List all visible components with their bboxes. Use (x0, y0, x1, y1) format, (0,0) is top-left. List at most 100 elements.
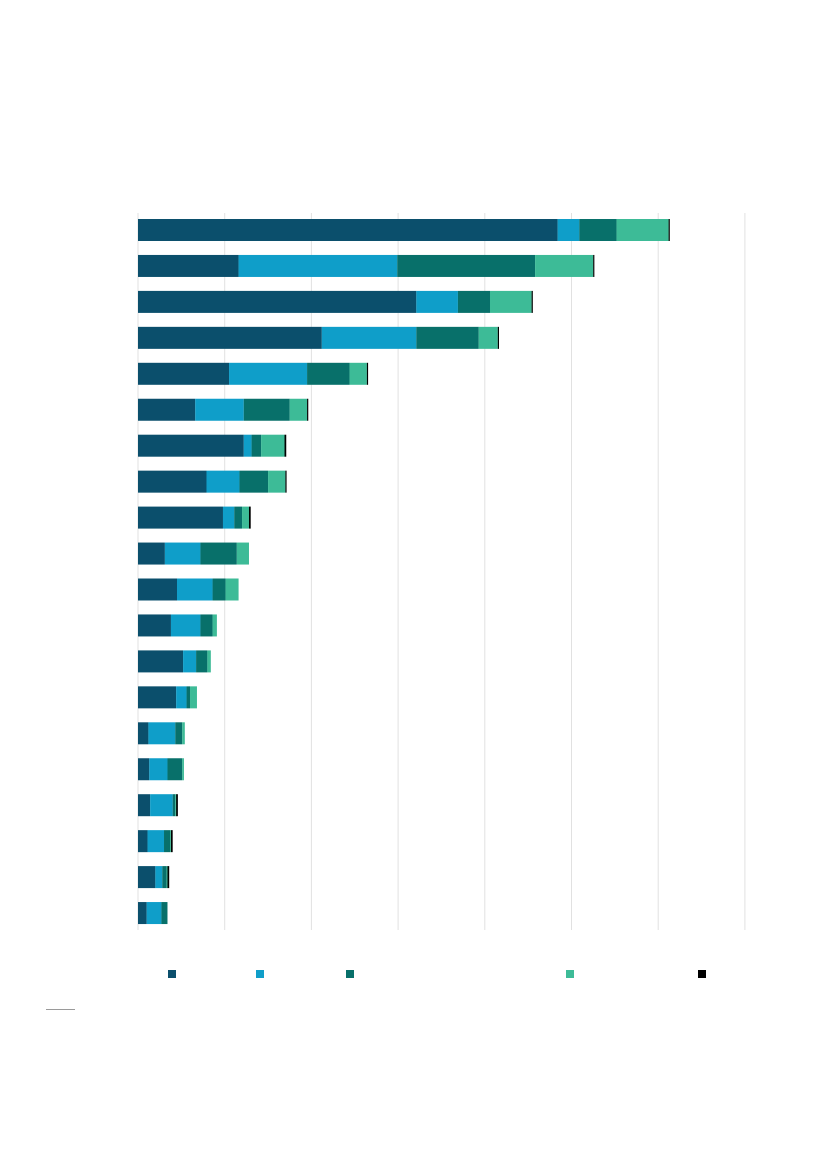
bar-row-5-segment-1 (138, 362, 230, 385)
bar-row-5-segment-4 (349, 362, 367, 385)
bar-row-2-segment-1 (138, 254, 239, 277)
bar-row-1-segment-3 (579, 219, 617, 241)
bar-row-16 (138, 758, 184, 781)
bar-row-20-segment-3 (161, 902, 168, 925)
bar-row-4-segment-2 (321, 326, 417, 349)
bar-row-7-segment-3 (251, 434, 262, 457)
bar-row-18-segment-3 (164, 830, 171, 853)
bar-row-1-segment-5 (668, 219, 670, 241)
bar-row-5-segment-3 (307, 362, 350, 385)
bar-row-18 (138, 830, 173, 853)
bar-row-13-segment-4 (207, 650, 211, 673)
legend-swatch-5 (698, 970, 706, 978)
bar-row-5 (138, 362, 369, 385)
legend (168, 970, 706, 978)
bar-row-1 (138, 219, 670, 241)
bar-row-14-segment-2 (176, 686, 187, 709)
bar-row-7 (138, 434, 287, 457)
bar-row-16-segment-4 (182, 758, 184, 781)
gridlines (137, 213, 746, 930)
bar-row-2-segment-2 (238, 254, 398, 277)
bar-row-15-segment-2 (148, 722, 176, 745)
bar-row-5-segment-5 (366, 362, 369, 385)
bar-row-9 (138, 506, 251, 529)
bar-row-20-segment-2 (146, 902, 162, 925)
bar-row-8-segment-2 (206, 470, 240, 493)
bar-row-12-segment-1 (138, 614, 171, 637)
bar-row-11-segment-4 (225, 578, 239, 601)
bar-row-15-segment-3 (175, 722, 183, 745)
bar-row-4 (138, 326, 499, 349)
bar-row-16-segment-1 (138, 758, 150, 781)
legend-swatch-3 (346, 970, 354, 978)
bar-row-12 (138, 614, 217, 637)
bar-row-13-segment-3 (196, 650, 208, 673)
bar-row-6 (138, 398, 309, 421)
bar-row-3-segment-1 (138, 290, 417, 313)
bar-row-11-segment-3 (212, 578, 226, 601)
bar-row-15-segment-4 (182, 722, 185, 745)
bar-row-18-segment-4 (170, 830, 172, 853)
bar-row-4-segment-5 (497, 326, 499, 349)
bar-row-1-segment-1 (138, 219, 558, 241)
bar-row-16-segment-2 (149, 758, 168, 781)
bar-row-3-segment-5 (531, 290, 533, 313)
bar-row-9-segment-1 (138, 506, 223, 529)
bar-row-11-segment-2 (177, 578, 213, 601)
bar-row-14-segment-4 (190, 686, 197, 709)
bar-row-7-segment-4 (261, 434, 285, 457)
bar-row-15-segment-1 (138, 722, 149, 745)
bar-row-7-segment-1 (138, 434, 244, 457)
bar-row-10-segment-4 (236, 542, 249, 565)
bar-row-19-segment-4 (166, 866, 168, 889)
bar-row-16-segment-3 (167, 758, 183, 781)
bar-row-6-segment-3 (243, 398, 290, 421)
bar-row-12-segment-3 (200, 614, 213, 637)
bar-row-11 (138, 578, 239, 601)
bar-row-9-segment-2 (222, 506, 235, 529)
bar-row-1-segment-4 (616, 219, 669, 241)
bar-row-18-segment-2 (147, 830, 165, 853)
bar-row-12-segment-4 (212, 614, 217, 637)
bar-row-6-segment-2 (195, 398, 244, 421)
bar-row-12-segment-2 (170, 614, 201, 637)
bar-row-3-segment-2 (416, 290, 458, 313)
bar-row-3-segment-3 (457, 290, 490, 313)
bar-row-17-segment-2 (150, 794, 173, 817)
bar-row-9-segment-4 (242, 506, 249, 529)
bar-row-17-segment-1 (138, 794, 151, 817)
bar-row-19-segment-5 (167, 866, 170, 889)
bar-row-6-segment-1 (138, 398, 196, 421)
bar-row-17 (138, 794, 178, 817)
bar-row-5-segment-2 (229, 362, 308, 385)
bar-row-3 (138, 290, 533, 313)
legend-swatch-1 (168, 970, 176, 978)
bar-row-4-segment-4 (478, 326, 498, 349)
bar-row-8-segment-1 (138, 470, 207, 493)
bar-row-7-segment-5 (284, 434, 287, 457)
bar-row-14-segment-1 (138, 686, 177, 709)
legend-swatch-4 (566, 970, 574, 978)
bar-row-6-segment-4 (289, 398, 308, 421)
bar-row-8-segment-4 (268, 470, 286, 493)
bar-row-20 (138, 902, 168, 925)
bar-row-1-segment-2 (557, 219, 580, 241)
bar-row-2 (138, 254, 595, 277)
bar-row-18-segment-5 (170, 830, 173, 853)
bar-row-4-segment-3 (416, 326, 479, 349)
bar-row-18-segment-1 (138, 830, 148, 853)
bar-row-8 (138, 470, 287, 493)
bar-row-8-segment-3 (239, 470, 269, 493)
bar-row-17-segment-4 (175, 794, 177, 817)
bar-row-6-segment-5 (307, 398, 309, 421)
bar-row-9-segment-5 (248, 506, 251, 529)
bar-row-10-segment-1 (138, 542, 165, 565)
bar-row-4-segment-1 (138, 326, 322, 349)
bar-row-10 (138, 542, 249, 565)
footnote-rule (46, 1009, 75, 1010)
bar-row-15 (138, 722, 185, 745)
bar-row-11-segment-1 (138, 578, 178, 601)
bar-row-9-segment-3 (234, 506, 243, 529)
bar-row-13 (138, 650, 211, 673)
bar-row-2-segment-3 (397, 254, 536, 277)
